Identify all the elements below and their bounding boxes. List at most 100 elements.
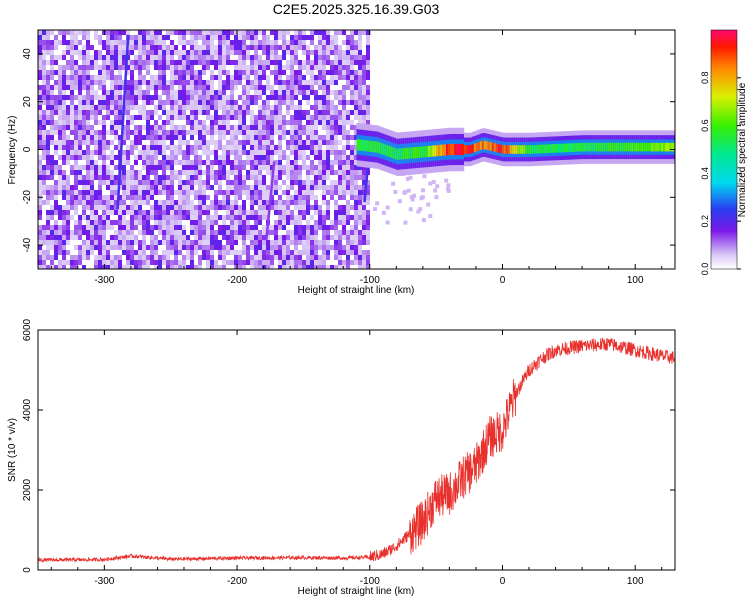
heatmap-cell <box>210 45 214 50</box>
heatmap-cell <box>42 115 46 120</box>
heatmap-cell <box>342 135 346 140</box>
heatmap-cell <box>150 85 154 90</box>
heatmap-cell <box>90 210 94 215</box>
heatmap-cell <box>50 65 54 70</box>
heatmap-cell <box>70 255 74 260</box>
heatmap-cell <box>118 225 122 230</box>
heatmap-cell <box>118 55 122 60</box>
heatmap-cell <box>38 65 42 70</box>
heatmap-cell <box>286 90 290 95</box>
heatmap-cell <box>106 55 110 60</box>
heatmap-cell <box>314 225 318 230</box>
heatmap-cell <box>134 200 138 205</box>
heatmap-cell <box>310 165 314 170</box>
heatmap-cell <box>322 60 326 65</box>
heatmap-cell <box>330 105 334 110</box>
heatmap-cell <box>266 190 270 195</box>
heatmap-cell <box>286 260 290 265</box>
heatmap-cell <box>130 165 134 170</box>
heatmap-cell <box>86 55 90 60</box>
heatmap-cell <box>330 220 334 225</box>
heatmap-cell <box>146 30 150 35</box>
heatmap-cell <box>230 260 234 265</box>
heatmap-cell <box>102 175 106 180</box>
heatmap-cell <box>102 40 106 45</box>
heatmap-cell <box>194 55 198 60</box>
heatmap-cell <box>98 175 102 180</box>
heatmap-cell <box>262 45 266 50</box>
heatmap-cell <box>298 225 302 230</box>
heatmap-cell <box>422 146 425 158</box>
heatmap-cell <box>178 80 182 85</box>
heatmap-cell <box>106 215 110 220</box>
heatmap-cell <box>146 40 150 45</box>
heatmap-cell <box>102 245 106 250</box>
heatmap-cell <box>230 210 234 215</box>
heatmap-cell <box>58 265 62 269</box>
heatmap-cell <box>46 45 50 50</box>
heatmap-cell <box>162 250 166 255</box>
heatmap-cell <box>174 260 178 265</box>
heatmap-cell <box>354 140 358 145</box>
heatmap-cell <box>318 75 322 80</box>
heatmap-cell <box>82 120 86 125</box>
heatmap-cell <box>102 150 106 155</box>
heatmap-cell <box>218 30 222 35</box>
heatmap-cell <box>134 220 138 225</box>
heatmap-cell <box>146 160 150 165</box>
heatmap-cell <box>334 180 338 185</box>
heatmap-cell <box>282 240 286 245</box>
heatmap-cell <box>234 165 238 170</box>
heatmap-cell <box>190 115 194 120</box>
heatmap-cell <box>270 200 274 205</box>
heatmap-cell <box>134 155 138 160</box>
heatmap-cell <box>497 144 501 153</box>
heatmap-cell <box>150 195 154 200</box>
heatmap-cell <box>114 55 118 60</box>
heatmap-cell <box>350 30 354 35</box>
heatmap-cell <box>198 50 202 55</box>
heatmap-cell <box>334 250 338 255</box>
heatmap-cell <box>190 200 194 205</box>
heatmap-cell <box>358 245 362 250</box>
heatmap-cell <box>38 245 42 250</box>
heatmap-cell <box>262 135 266 140</box>
heatmap-cell <box>286 75 290 80</box>
heatmap-cell <box>282 210 286 215</box>
heatmap-cell <box>278 200 282 205</box>
heatmap-cell <box>286 190 290 195</box>
heatmap-cell <box>166 220 170 225</box>
heatmap-cell <box>162 125 166 130</box>
heatmap-cell <box>346 170 350 175</box>
heatmap-cell <box>98 65 102 70</box>
heatmap-cell <box>234 105 238 110</box>
heatmap-cell <box>334 225 338 230</box>
heatmap-cell <box>234 205 238 210</box>
heatmap-cell <box>214 180 218 185</box>
heatmap-cell <box>373 206 378 211</box>
heatmap-cell <box>266 80 270 85</box>
heatmap-cell <box>58 140 62 145</box>
heatmap-cell <box>278 215 282 220</box>
heatmap-cell <box>254 250 258 255</box>
heatmap-cell <box>38 265 42 269</box>
heatmap-cell <box>106 245 110 250</box>
heatmap-cell <box>74 235 78 240</box>
heatmap-cell <box>150 30 154 35</box>
heatmap-cell <box>130 265 134 269</box>
heatmap-cell <box>366 230 370 235</box>
heatmap-cell <box>543 144 546 154</box>
heatmap-cell <box>286 160 290 165</box>
heatmap-cell <box>82 265 86 269</box>
heatmap-cell <box>194 265 198 269</box>
heatmap-cell <box>346 135 350 140</box>
heatmap-cell <box>226 120 230 125</box>
heatmap-cell <box>330 195 334 200</box>
heatmap-cell <box>242 100 246 105</box>
heatmap-cell <box>54 195 58 200</box>
heatmap-cell <box>330 225 334 230</box>
heatmap-cell <box>294 205 298 210</box>
heatmap-cell <box>306 200 310 205</box>
